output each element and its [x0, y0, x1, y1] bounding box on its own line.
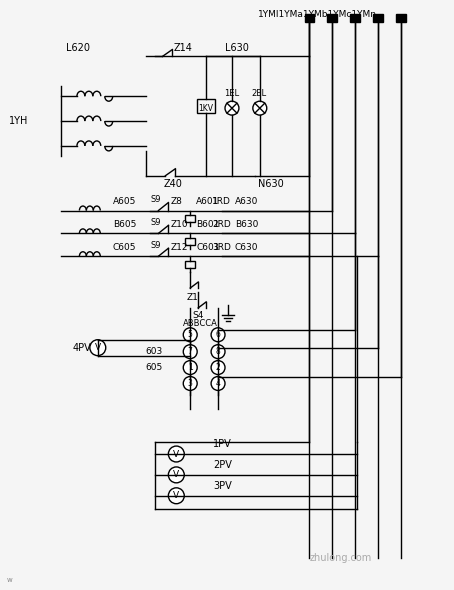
Circle shape [211, 345, 225, 359]
Text: 2: 2 [216, 363, 221, 372]
Text: A630: A630 [235, 197, 258, 206]
Text: Z10: Z10 [170, 220, 188, 229]
Text: B601: B601 [196, 220, 220, 229]
Text: Z8: Z8 [170, 197, 182, 206]
Text: V: V [173, 450, 179, 458]
Text: ABBCCA: ABBCCA [183, 319, 218, 328]
Bar [396, 14, 406, 22]
Text: 3PV: 3PV [213, 481, 232, 491]
Circle shape [183, 328, 197, 342]
Text: 5: 5 [188, 330, 192, 339]
Bar [185, 261, 195, 268]
Text: 3: 3 [188, 379, 192, 388]
Circle shape [90, 340, 106, 356]
Bar [350, 14, 360, 22]
Bar [185, 215, 195, 222]
Text: zhulong.com: zhulong.com [310, 553, 372, 563]
Circle shape [168, 467, 184, 483]
Bar [327, 14, 337, 22]
Text: L630: L630 [225, 42, 249, 53]
Text: S9: S9 [150, 241, 161, 250]
Text: 1KV: 1KV [198, 104, 213, 113]
Text: 4PV: 4PV [73, 343, 92, 353]
Bar [197, 99, 215, 113]
Text: C630: C630 [235, 243, 258, 252]
Text: 1YH: 1YH [10, 116, 29, 126]
Circle shape [183, 345, 197, 359]
Text: 1EL: 1EL [224, 88, 239, 98]
Text: S9: S9 [150, 218, 161, 227]
Text: 7: 7 [188, 347, 192, 356]
Text: 2PV: 2PV [213, 460, 232, 470]
Text: 1YMl1YMa1YMb1YMc1YMn: 1YMl1YMa1YMb1YMc1YMn [258, 10, 377, 19]
Text: Z14: Z14 [173, 42, 192, 53]
Text: Z40: Z40 [163, 179, 182, 189]
Text: 2EL: 2EL [252, 88, 267, 98]
Text: V: V [173, 491, 179, 500]
Text: 605: 605 [145, 363, 163, 372]
Text: A605: A605 [113, 197, 136, 206]
Text: Z12: Z12 [170, 243, 188, 252]
Circle shape [253, 101, 267, 115]
Text: L620: L620 [66, 42, 90, 53]
Text: 1: 1 [188, 363, 192, 372]
Text: S4: S4 [192, 312, 203, 320]
Bar [373, 14, 383, 22]
Circle shape [211, 376, 225, 391]
Circle shape [168, 446, 184, 462]
Text: V: V [95, 343, 101, 352]
Text: 1PV: 1PV [213, 439, 232, 449]
Circle shape [211, 360, 225, 375]
Text: 1RD: 1RD [212, 197, 231, 206]
Text: B605: B605 [113, 220, 136, 229]
Text: C605: C605 [113, 243, 136, 252]
Text: C601: C601 [196, 243, 220, 252]
Text: 6: 6 [216, 330, 221, 339]
Text: B630: B630 [235, 220, 258, 229]
Circle shape [211, 328, 225, 342]
Text: V: V [173, 470, 179, 480]
Bar [305, 14, 315, 22]
Text: A601: A601 [196, 197, 220, 206]
Bar [185, 238, 195, 245]
Text: 4: 4 [216, 379, 221, 388]
Text: Z1: Z1 [186, 293, 198, 303]
Text: 3RD: 3RD [212, 243, 231, 252]
Text: S9: S9 [150, 195, 161, 204]
Text: 603: 603 [145, 347, 163, 356]
Text: 8: 8 [216, 347, 221, 356]
Text: w: w [6, 577, 12, 584]
Circle shape [225, 101, 239, 115]
Circle shape [183, 360, 197, 375]
Text: N630: N630 [258, 179, 284, 189]
Circle shape [183, 376, 197, 391]
Circle shape [168, 488, 184, 504]
Text: 2RD: 2RD [212, 220, 231, 229]
